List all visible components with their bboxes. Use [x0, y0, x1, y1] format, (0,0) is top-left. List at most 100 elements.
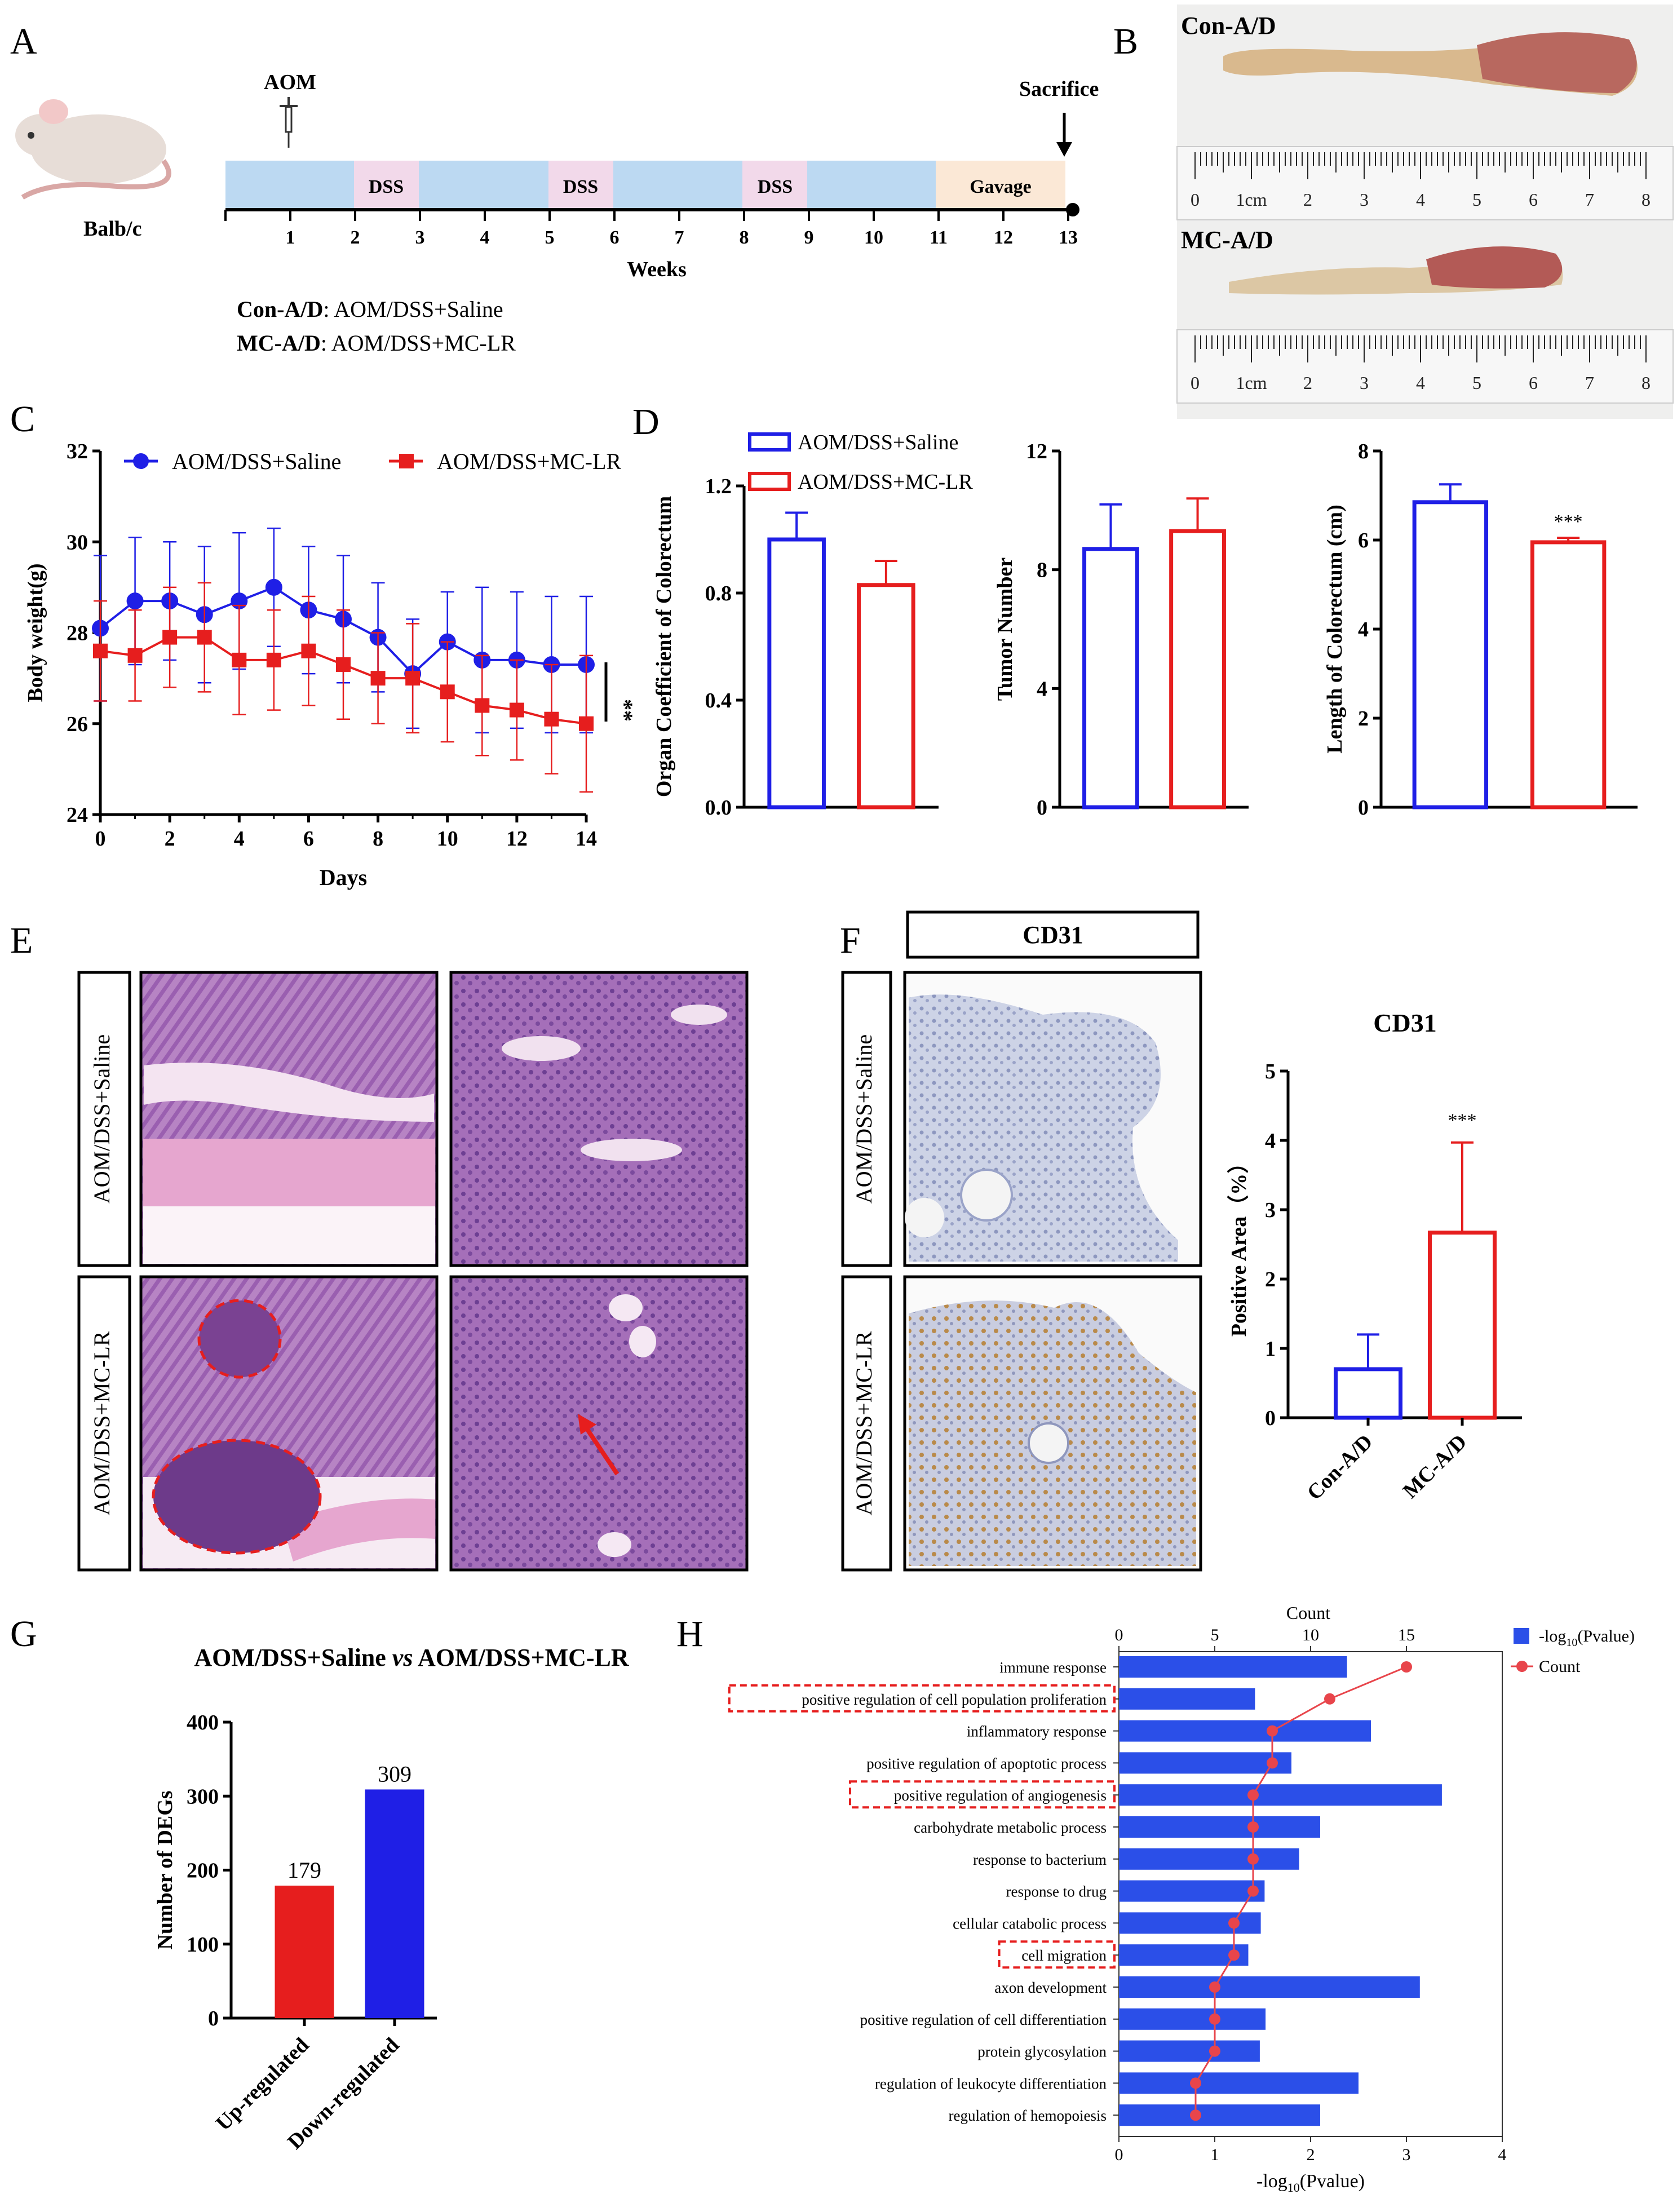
arrow-down-icon [1056, 113, 1072, 157]
c-point-mclr [232, 652, 247, 667]
syringe-icon [280, 97, 298, 148]
h-category-label: regulation of hemopoiesis [949, 2107, 1107, 2124]
h-category-label: positive regulation of cell population p… [802, 1691, 1107, 1708]
c-point-mclr [301, 643, 316, 658]
d-colorectum-length-chart: 0 2 4 6 8 Length of Colorectum (cm) *** [1323, 440, 1638, 820]
c-y-tick-label: 28 [67, 622, 88, 645]
h-count-point [1247, 1853, 1259, 1865]
g-deg-bar-chart: 0 100 200 300 400 Number of DEGs 179 Up-regulat… [153, 1711, 437, 2154]
ruler-number: 0 [1191, 373, 1200, 393]
e-row-label-mclr: AOM/DSS+MC-LR [89, 1331, 114, 1515]
c-y-tick-label: 32 [67, 440, 88, 463]
h-bar [1119, 1656, 1347, 1678]
h-legend-bar-label-prefix: -log [1539, 1627, 1566, 1645]
d3-y-axis-label: Length of Colorectum (cm) [1323, 505, 1347, 753]
h-category-label: positive regulation of apoptotic process [866, 1755, 1107, 1772]
ruler-number: 8 [1641, 373, 1651, 393]
h-x-axis-label-prefix: -log [1256, 2171, 1287, 2192]
d2-y-tick-label: 8 [1037, 559, 1047, 582]
d1-bar-1 [857, 583, 915, 809]
c-point-mclr [336, 657, 351, 672]
g-y-tick-label: 200 [187, 1859, 219, 1883]
label-con: Con-A/D [1181, 12, 1276, 39]
h-x-axis-label-suffix: (Pvalue) [1300, 2171, 1365, 2192]
ruler-number: 6 [1529, 373, 1538, 393]
gavage-segment [936, 161, 1065, 209]
f-row-label-mclr: AOM/DSS+MC-LR [851, 1331, 877, 1515]
c-legend-mclr-marker [399, 454, 414, 468]
ruler-ticks-con [1194, 152, 1647, 179]
g-title-vs: vs [392, 1644, 413, 1671]
arrow-pointer-icon [578, 1414, 620, 1476]
panel-f: CD31 AOM/DSS+Saline AOM/DSS+MC-LR CD31 0 1… [841, 910, 1522, 1572]
f-bar-1 [1428, 1231, 1497, 1420]
c-point-mclr [197, 630, 212, 645]
h-legend-count-marker [1516, 1661, 1528, 1672]
ruler-numbers-mc: 0 1cm 2 3 4 5 6 7 8 [1191, 373, 1651, 393]
c-x-tick-label: 4 [234, 827, 245, 851]
d-legend-saline-label: AOM/DSS+Saline [798, 431, 958, 454]
group-mc-name: MC-A/D [237, 330, 321, 356]
he-image-saline-low [139, 971, 439, 1267]
panel-b: Con-A/D 0 1cm 2 3 4 5 6 7 8 MC-A/D 0 1cm 2 3 4 5 6 7 8 [1176, 5, 1674, 419]
gavage-label: Gavage [970, 176, 1032, 197]
group-con-text: Con-A/D: AOM/DSS+Saline [237, 297, 503, 322]
h-legend-bar-label: -log10(Pvalue) [1539, 1627, 1635, 1649]
c-legend-saline-label: AOM/DSS+Saline [172, 449, 341, 474]
f-row-label-box-mclr [841, 1275, 892, 1572]
c-x-tick-label: 14 [576, 827, 597, 851]
h-legend-bar-label-suffix: (Pvalue) [1577, 1627, 1635, 1645]
h-category-label: positive regulation of cell differentiat… [860, 2011, 1107, 2028]
d3-y-tick-label: 4 [1358, 618, 1369, 642]
c-point-mclr [544, 711, 559, 727]
panel-letter-a: A [10, 21, 37, 62]
d2-y-axis-label: Tumor Number [993, 558, 1017, 701]
d2-bar-1 [1169, 529, 1226, 809]
d1-y-tick-label: 0.4 [705, 689, 732, 713]
h-bar [1119, 1784, 1442, 1806]
ruler-numbers-con: 0 1cm 2 3 4 5 6 7 8 [1191, 189, 1651, 210]
f-chart-title: CD31 [1373, 1008, 1436, 1037]
panel-d-bar-charts: AOM/DSS+Saline AOM/DSS+MC-LR 0.0 0.4 0.8 1.… [652, 431, 1638, 820]
h-count-point [1324, 1693, 1335, 1705]
h-bar [1119, 2008, 1266, 2030]
group-mc-desc: : AOM/DSS+MC-LR [321, 330, 516, 356]
panel-e-histology: AOM/DSS+Saline AOM/DSS+MC-LR [77, 971, 749, 1572]
weeks-axis-label: Weeks [627, 258, 687, 281]
h-x-axis-label: -log10(Pvalue) [1256, 2171, 1365, 2195]
sacrifice-label: Sacrifice [1019, 77, 1099, 101]
f-y-tick-label: 1 [1265, 1337, 1276, 1361]
h-count-point [1267, 1725, 1278, 1737]
ruler-number: 1cm [1236, 189, 1267, 210]
c-point-mclr [127, 648, 143, 663]
h-bar [1119, 1688, 1255, 1710]
d2-y-tick-label: 0 [1037, 796, 1047, 820]
h-category-label: inflammatory response [967, 1723, 1107, 1740]
g-bar-0 [275, 1886, 334, 2018]
h-count-point [1247, 1885, 1259, 1897]
h-category-label: cellular catabolic process [953, 1915, 1107, 1932]
f-bar-0 [1334, 1367, 1402, 1420]
week-tick-label: 4 [480, 227, 490, 248]
h-bar [1119, 1976, 1420, 1998]
g-y-tick-label: 300 [187, 1785, 219, 1808]
h-bar [1119, 1720, 1371, 1742]
h-bar [1119, 2072, 1359, 2094]
d2-y-tick-label: 12 [1026, 440, 1047, 463]
d-organ-coefficient-chart: 0.0 0.4 0.8 1.2 Organ Coefficient of Colorec… [652, 475, 939, 820]
c-point-mclr [266, 652, 281, 667]
c-point-mclr [370, 671, 386, 686]
h-x-tick-label: 1 [1211, 2145, 1219, 2164]
strain-label: Balb/c [83, 217, 141, 241]
d3-bar-1 [1530, 540, 1607, 809]
d3-y-tick-label: 2 [1358, 707, 1369, 731]
c-point-saline [126, 592, 144, 610]
g-title: AOM/DSS+Saline vs AOM/DSS+MC-LR [194, 1644, 630, 1671]
h-count-point [1190, 2077, 1201, 2089]
ruler-number: 0 [1191, 189, 1200, 210]
g-bar-1 [365, 1789, 424, 2018]
g-title-part-a: AOM/DSS+Saline [194, 1644, 392, 1671]
d1-y-axis-label: Organ Coefficient of Colorectum [652, 496, 676, 797]
week-tick-label: 3 [415, 227, 425, 248]
